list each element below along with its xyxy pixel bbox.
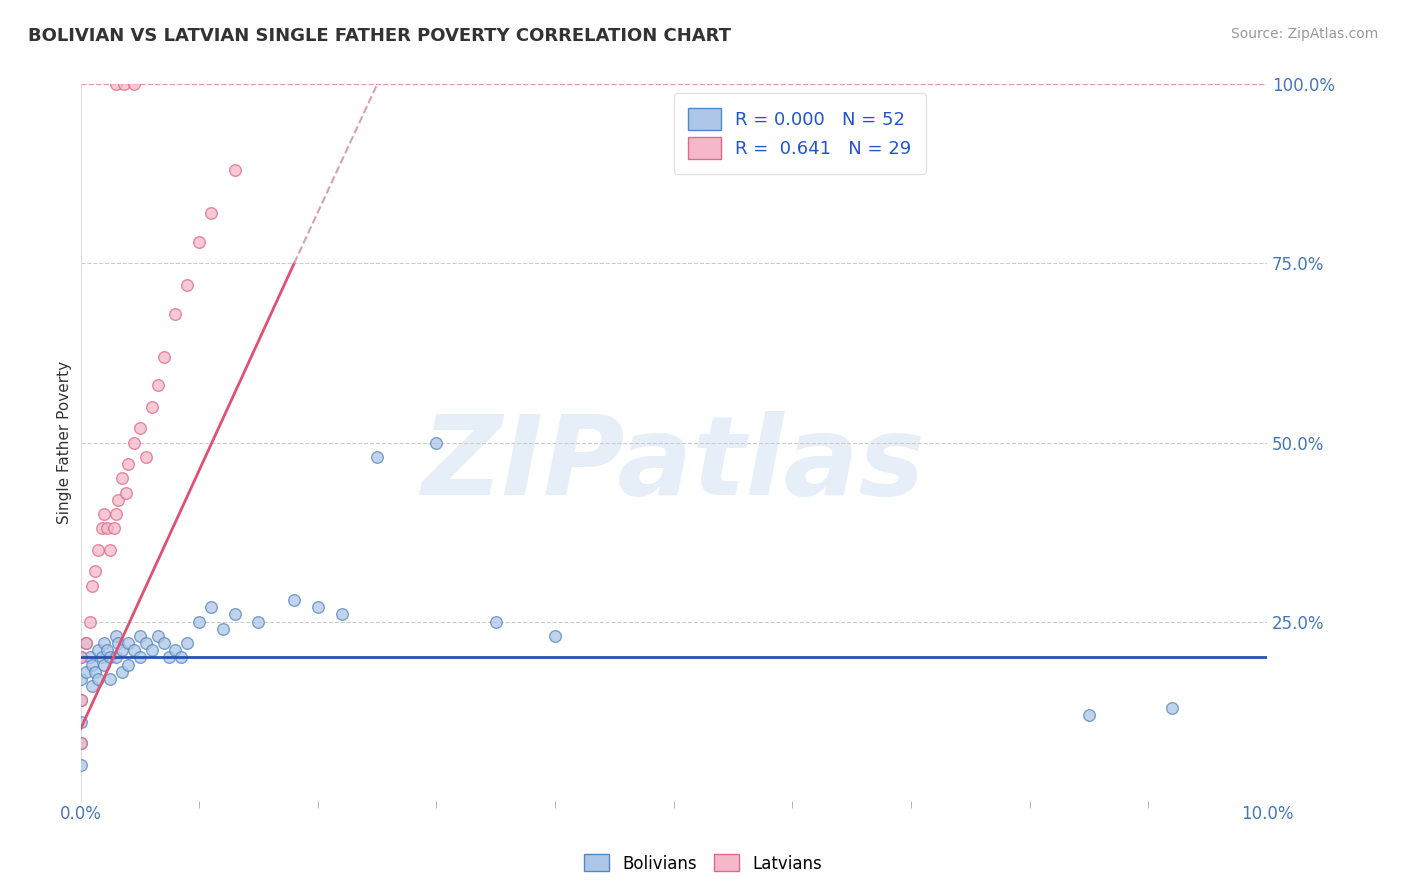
Point <box>90 521 112 535</box>
Point <box>122 643 145 657</box>
Point <box>82 579 104 593</box>
Point <box>82 657 104 672</box>
Point <box>69 672 91 686</box>
Point <box>366 450 388 464</box>
Point <box>224 163 246 178</box>
Point <box>96 643 118 657</box>
Point <box>87 643 110 657</box>
Legend: Bolivians, Latvians: Bolivians, Latvians <box>578 847 828 880</box>
Point <box>111 643 134 657</box>
Point <box>98 543 121 558</box>
Point <box>117 457 139 471</box>
Point <box>111 471 134 485</box>
Point <box>159 650 181 665</box>
Point <box>141 643 163 657</box>
Point <box>75 636 97 650</box>
Point <box>1161 700 1184 714</box>
Point <box>117 657 139 672</box>
Point <box>105 78 128 92</box>
Point <box>87 672 110 686</box>
Point <box>176 636 198 650</box>
Point <box>93 636 115 650</box>
Point <box>105 629 128 643</box>
Point <box>79 650 101 665</box>
Y-axis label: Single Father Poverty: Single Father Poverty <box>58 361 72 524</box>
Point <box>544 629 567 643</box>
Point <box>425 435 447 450</box>
Point <box>87 543 110 558</box>
Point <box>79 615 101 629</box>
Point <box>200 206 222 220</box>
Point <box>69 650 91 665</box>
Point <box>69 693 91 707</box>
Point <box>98 672 121 686</box>
Point <box>82 679 104 693</box>
Point <box>69 736 91 750</box>
Point <box>117 636 139 650</box>
Point <box>90 650 112 665</box>
Legend: R = 0.000   N = 52, R =  0.641   N = 29: R = 0.000 N = 52, R = 0.641 N = 29 <box>673 94 925 174</box>
Point <box>96 521 118 535</box>
Point <box>107 492 129 507</box>
Point <box>152 636 174 650</box>
Point <box>200 600 222 615</box>
Point <box>122 435 145 450</box>
Point <box>69 714 91 729</box>
Point <box>75 636 97 650</box>
Point <box>105 507 128 521</box>
Point <box>128 421 150 435</box>
Point <box>212 622 235 636</box>
Text: Source: ZipAtlas.com: Source: ZipAtlas.com <box>1230 27 1378 41</box>
Point <box>141 400 163 414</box>
Point <box>165 643 187 657</box>
Point <box>165 307 187 321</box>
Point <box>330 607 353 622</box>
Point <box>98 650 121 665</box>
Point <box>485 615 508 629</box>
Point <box>224 607 246 622</box>
Point <box>69 736 91 750</box>
Point <box>69 757 91 772</box>
Point <box>105 650 128 665</box>
Point <box>188 615 211 629</box>
Point <box>146 378 169 392</box>
Point <box>247 615 270 629</box>
Point <box>135 636 157 650</box>
Point <box>69 650 91 665</box>
Point <box>69 693 91 707</box>
Point <box>122 78 145 92</box>
Text: ZIPatlas: ZIPatlas <box>422 410 925 517</box>
Point <box>170 650 193 665</box>
Point <box>93 507 115 521</box>
Point <box>176 277 198 292</box>
Point <box>146 629 169 643</box>
Point <box>135 450 157 464</box>
Point <box>188 235 211 249</box>
Point <box>114 485 136 500</box>
Point <box>75 665 97 679</box>
Point <box>83 665 105 679</box>
Point <box>112 78 135 92</box>
Point <box>1077 707 1099 722</box>
Point <box>93 657 115 672</box>
Point <box>83 565 105 579</box>
Point <box>128 650 150 665</box>
Point <box>283 593 305 607</box>
Point <box>152 350 174 364</box>
Text: BOLIVIAN VS LATVIAN SINGLE FATHER POVERTY CORRELATION CHART: BOLIVIAN VS LATVIAN SINGLE FATHER POVERT… <box>28 27 731 45</box>
Point <box>128 629 150 643</box>
Point <box>107 636 129 650</box>
Point <box>307 600 329 615</box>
Point <box>103 521 125 535</box>
Point <box>111 665 134 679</box>
